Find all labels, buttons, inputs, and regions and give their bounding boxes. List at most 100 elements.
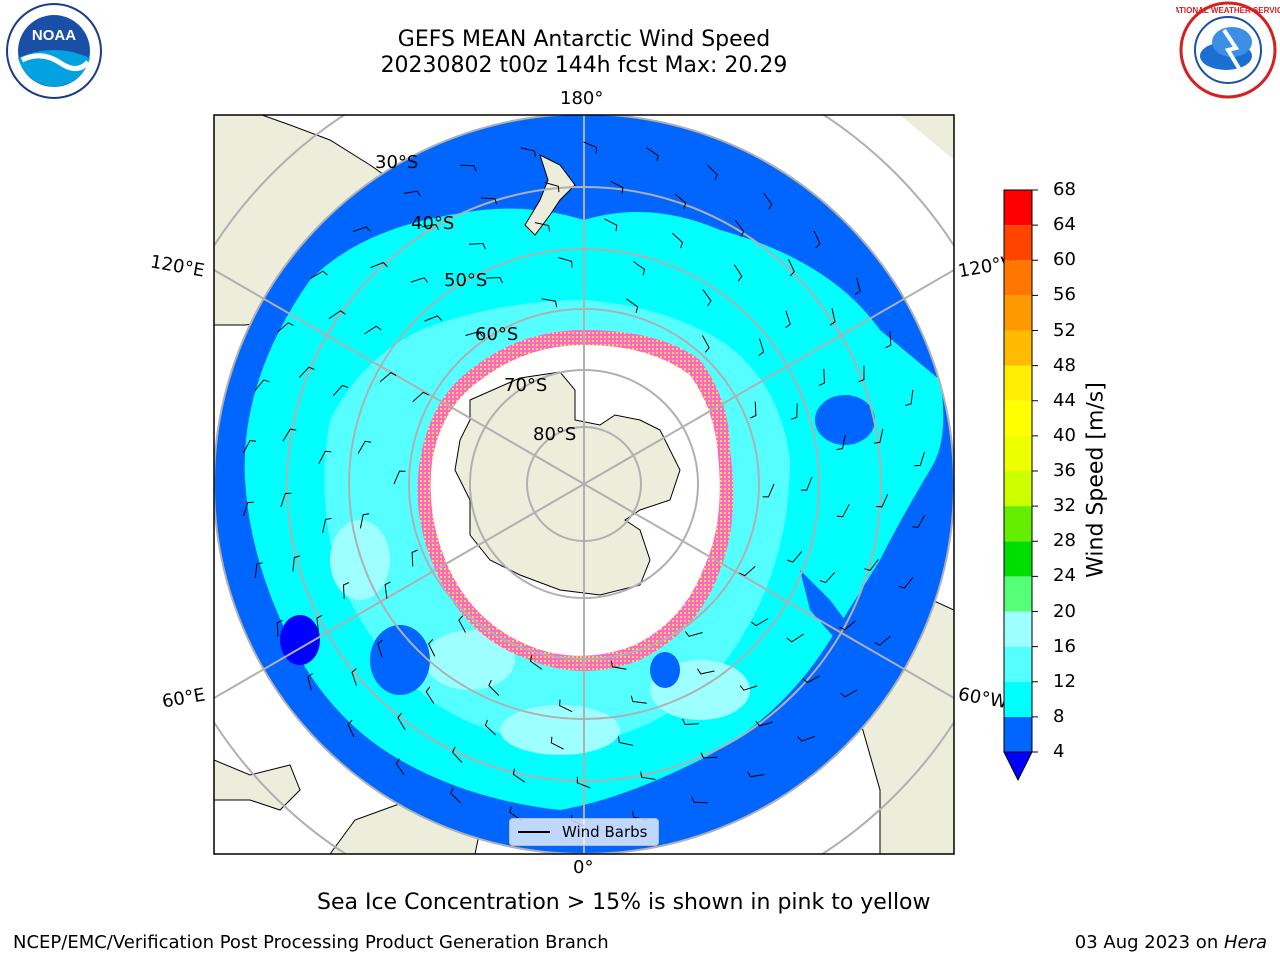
wind-barb xyxy=(836,504,850,518)
legend-label: Wind Barbs xyxy=(562,823,648,841)
wind-barb xyxy=(347,719,355,738)
wind-barb xyxy=(243,501,254,517)
colorbar-tick-label: 44 xyxy=(1053,389,1076,411)
wind-barb xyxy=(858,365,865,383)
wind-barb xyxy=(254,562,263,579)
wind-barb xyxy=(534,222,551,232)
wind-barb xyxy=(242,439,257,454)
colorbar-tick-label: 52 xyxy=(1053,319,1076,341)
colorbar-bin xyxy=(1004,506,1032,542)
wind-barb xyxy=(424,315,442,322)
wind-barb xyxy=(905,389,914,406)
wind-barb xyxy=(468,242,486,250)
wind-barb xyxy=(739,685,758,691)
wind-barb xyxy=(813,230,821,249)
wind-barb xyxy=(480,197,498,205)
wind-barb xyxy=(818,368,826,386)
wind-barb xyxy=(734,220,745,237)
wind-barb xyxy=(626,298,639,313)
wind-barb xyxy=(529,655,542,670)
colorbar-tick-label: 64 xyxy=(1053,214,1076,236)
colorbar-bin xyxy=(1004,365,1032,401)
noaa-logo-text: NOAA xyxy=(32,27,76,44)
colorbar-tick-label: 40 xyxy=(1053,424,1076,446)
wind-barb xyxy=(520,147,536,157)
wind-barb xyxy=(484,719,497,736)
wind-barb xyxy=(750,401,757,419)
colorbar-tick-label: 48 xyxy=(1053,354,1076,376)
wind-barb xyxy=(700,752,718,759)
wind-barb xyxy=(733,264,743,282)
wind-barb xyxy=(411,549,418,567)
map-legend: Wind Barbs xyxy=(509,818,659,846)
lat-label-40s: 40°S xyxy=(411,213,455,234)
colorbar-bin xyxy=(1004,435,1032,471)
colorbar-bin xyxy=(1004,225,1032,261)
wind-barb xyxy=(797,736,815,742)
colorbar-tick-label: 8 xyxy=(1053,705,1065,727)
wind-barb xyxy=(364,325,382,335)
wind-barb xyxy=(786,551,803,563)
wind-barb xyxy=(485,276,503,284)
colorbar-bin xyxy=(1004,576,1032,612)
wind-barb xyxy=(460,164,477,172)
wind-barb xyxy=(421,224,440,230)
graticule xyxy=(214,115,954,854)
wind-barb xyxy=(640,771,656,780)
wind-barb xyxy=(353,226,371,232)
wind-barb xyxy=(839,620,856,631)
colorbar-tick-label: 36 xyxy=(1053,460,1076,481)
wind-barb xyxy=(393,470,406,485)
wind-barb xyxy=(671,232,684,249)
wind-barb xyxy=(610,660,627,670)
wind-barb xyxy=(747,771,765,778)
wind-barb xyxy=(410,277,429,283)
wind-barb xyxy=(357,440,372,454)
wind-barb xyxy=(512,768,526,783)
wind-barb xyxy=(412,391,429,402)
wind-barb xyxy=(755,720,774,727)
wind-barb xyxy=(802,675,820,684)
wind-barb xyxy=(322,517,332,534)
wind-barb xyxy=(342,582,350,600)
wind-barb xyxy=(632,260,646,276)
wind-barb xyxy=(751,618,769,627)
wind-barb xyxy=(332,384,349,397)
lat-label-70s: 70°S xyxy=(504,375,548,396)
colorbar-under-arrow xyxy=(1003,751,1033,782)
wind-barb xyxy=(800,476,813,491)
chart-subtitle: 20230802 t00z 144h fcst Max: 20.29 xyxy=(380,53,788,78)
wind-barb xyxy=(875,493,889,508)
wind-barb xyxy=(914,451,925,467)
wind-barb xyxy=(277,322,294,333)
wind-barb xyxy=(583,141,598,154)
wind-barb xyxy=(458,615,466,633)
map-frame xyxy=(213,114,955,855)
colorbar-tick-label: 16 xyxy=(1053,635,1076,657)
footer-branch: NCEP/EMC/Verification Post Processing Pr… xyxy=(13,932,609,953)
lat-label-30s: 30°S xyxy=(375,152,419,173)
chart-title: GEFS MEAN Antarctic Wind Speed xyxy=(397,27,771,52)
lat-label-50s: 50°S xyxy=(444,270,488,291)
wind-barb xyxy=(292,555,301,572)
footer-host: Hera xyxy=(1223,932,1267,953)
wind-barb xyxy=(685,631,703,637)
wind-barb xyxy=(558,257,573,268)
wind-barb xyxy=(541,298,558,308)
wind-barb xyxy=(384,581,391,599)
wind-barb xyxy=(763,192,773,210)
wind-barb xyxy=(762,483,775,498)
colorbar-tick-label: 68 xyxy=(1053,179,1076,200)
colorbar-bin xyxy=(1004,330,1032,366)
lon-label-180: 180° xyxy=(560,88,604,109)
legend-barb-swatch xyxy=(518,831,550,833)
wind-barb xyxy=(254,379,270,392)
wind-barb xyxy=(706,164,718,181)
wind-barb xyxy=(403,190,421,197)
wind-barb xyxy=(758,338,765,356)
colorbar-bin xyxy=(1004,471,1032,507)
wind-barb xyxy=(509,806,522,821)
colorbar xyxy=(1003,189,1038,782)
wind-barb xyxy=(840,689,858,698)
colorbar-bin xyxy=(1004,611,1032,647)
